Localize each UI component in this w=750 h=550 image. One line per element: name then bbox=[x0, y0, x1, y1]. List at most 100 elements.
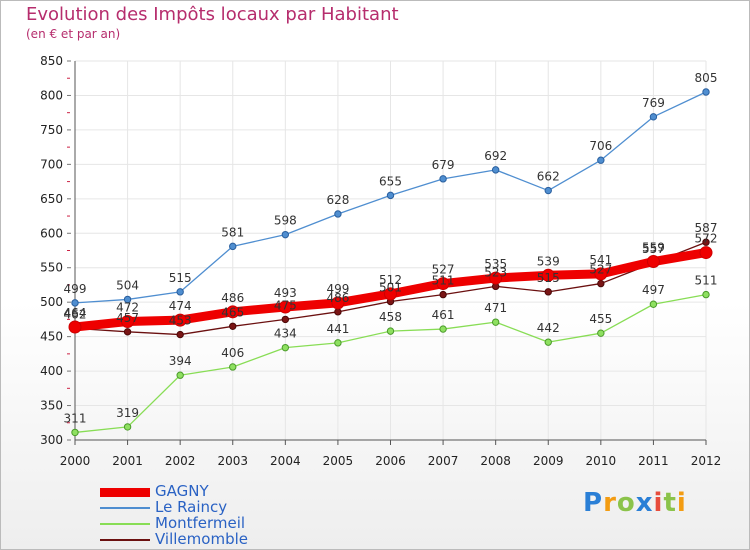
series-villemomble bbox=[71, 238, 710, 339]
x-tick-label: 2008 bbox=[480, 454, 511, 468]
data-label-gagny: 499 bbox=[326, 282, 349, 296]
point-le-raincy bbox=[649, 113, 658, 121]
logo-letter-o: o bbox=[616, 488, 636, 518]
data-label-le-raincy: 655 bbox=[379, 174, 402, 188]
x-tick-label: 2000 bbox=[60, 454, 91, 468]
data-label-villemomble: 523 bbox=[484, 265, 507, 279]
y-tick-label: 400 bbox=[40, 364, 63, 378]
point-villemomble bbox=[597, 279, 605, 288]
point-villemomble bbox=[544, 288, 552, 296]
data-label-montfermeil: 511 bbox=[695, 274, 718, 288]
point-villemomble bbox=[281, 315, 290, 324]
x-tick-label: 2004 bbox=[270, 454, 301, 468]
point-le-raincy bbox=[544, 186, 552, 195]
logo-letter-i: i bbox=[653, 488, 664, 518]
data-label-le-raincy: 769 bbox=[642, 96, 665, 110]
point-montfermeil bbox=[491, 318, 500, 326]
point-le-raincy bbox=[386, 191, 395, 200]
series-le-raincy bbox=[71, 88, 710, 307]
logo-letter-p: P bbox=[583, 488, 604, 518]
data-label-villemomble: 515 bbox=[537, 271, 560, 285]
chart-title: Evolution des Impôts locaux par Habitant bbox=[26, 4, 399, 25]
data-label-gagny: 527 bbox=[432, 263, 455, 277]
data-label-montfermeil: 442 bbox=[537, 321, 560, 335]
point-le-raincy bbox=[702, 88, 710, 96]
data-label-villemomble: 587 bbox=[695, 221, 718, 235]
point-gagny bbox=[646, 255, 660, 269]
data-label-gagny: 572 bbox=[695, 232, 718, 246]
data-label-villemomble: 462 bbox=[64, 307, 87, 321]
point-montfermeil bbox=[597, 329, 605, 337]
logo-letter-x: x bbox=[635, 488, 654, 518]
y-tick-label: 300 bbox=[40, 433, 63, 447]
point-villemomble bbox=[176, 330, 184, 339]
point-le-raincy bbox=[123, 295, 132, 304]
data-label-gagny: 474 bbox=[169, 299, 192, 313]
point-villemomble bbox=[439, 290, 447, 299]
data-label-montfermeil: 471 bbox=[484, 301, 507, 315]
data-label-le-raincy: 504 bbox=[116, 278, 139, 292]
point-montfermeil bbox=[649, 300, 658, 308]
data-label-villemomble: 511 bbox=[432, 274, 455, 288]
data-label-le-raincy: 662 bbox=[537, 170, 560, 184]
data-label-gagny: 559 bbox=[642, 241, 665, 255]
point-le-raincy bbox=[71, 299, 79, 307]
data-label-villemomble: 557 bbox=[642, 242, 665, 256]
data-label-montfermeil: 461 bbox=[432, 308, 455, 322]
data-label-le-raincy: 581 bbox=[221, 225, 244, 239]
point-montfermeil bbox=[544, 338, 552, 346]
point-gagny bbox=[121, 314, 135, 328]
point-gagny bbox=[68, 320, 82, 334]
x-tick-label: 2009 bbox=[533, 454, 564, 468]
data-label-montfermeil: 311 bbox=[64, 411, 87, 425]
legend-label-villemomble: Villemomble bbox=[155, 530, 248, 548]
data-label-montfermeil: 441 bbox=[326, 322, 349, 336]
data-label-le-raincy: 515 bbox=[169, 271, 192, 285]
logo-letter-i2: i bbox=[676, 488, 687, 518]
data-label-le-raincy: 499 bbox=[64, 282, 87, 296]
y-tick-label: 750 bbox=[40, 123, 63, 137]
point-montfermeil bbox=[386, 327, 395, 335]
x-tick-label: 2012 bbox=[691, 454, 722, 468]
x-tick-label: 2011 bbox=[638, 454, 669, 468]
data-label-montfermeil: 394 bbox=[169, 354, 192, 368]
data-label-montfermeil: 455 bbox=[589, 312, 612, 326]
data-label-montfermeil: 497 bbox=[642, 283, 665, 297]
data-label-le-raincy: 805 bbox=[695, 71, 718, 85]
x-tick-label: 2007 bbox=[428, 454, 459, 468]
point-montfermeil bbox=[281, 343, 290, 352]
point-montfermeil bbox=[229, 363, 237, 371]
point-le-raincy bbox=[334, 210, 342, 218]
point-le-raincy bbox=[229, 242, 237, 251]
data-label-villemomble: 475 bbox=[274, 298, 297, 312]
series-lines bbox=[68, 88, 713, 437]
x-tick-label: 2001 bbox=[112, 454, 143, 468]
y-tick-label: 650 bbox=[40, 192, 63, 206]
data-label-villemomble: 453 bbox=[169, 314, 192, 328]
data-label-gagny: 539 bbox=[537, 254, 560, 268]
x-tick-label: 2006 bbox=[375, 454, 406, 468]
point-villemomble bbox=[334, 308, 342, 316]
data-label-montfermeil: 406 bbox=[221, 346, 244, 360]
data-label-gagny: 535 bbox=[484, 257, 507, 271]
y-tick-label: 350 bbox=[40, 399, 63, 413]
point-le-raincy bbox=[439, 175, 447, 183]
point-villemomble bbox=[702, 238, 710, 246]
point-montfermeil bbox=[71, 428, 79, 437]
legend-swatch-gagny bbox=[100, 488, 150, 497]
legend-label-montfermeil: Montfermeil bbox=[155, 514, 246, 532]
y-tick-label: 700 bbox=[40, 157, 63, 171]
point-gagny bbox=[226, 305, 240, 319]
y-tick-label: 600 bbox=[40, 226, 63, 240]
point-le-raincy bbox=[281, 230, 290, 239]
logo-letter-r: r bbox=[603, 488, 617, 518]
point-gagny bbox=[699, 246, 713, 260]
x-tick-label: 2010 bbox=[586, 454, 617, 468]
legend-swatch-le-raincy bbox=[100, 507, 150, 509]
proxiti-logo: Proxiti bbox=[583, 488, 687, 518]
point-gagny bbox=[173, 313, 187, 327]
data-label-gagny: 472 bbox=[116, 300, 139, 314]
grid-lines bbox=[74, 60, 707, 441]
point-gagny bbox=[489, 271, 503, 285]
